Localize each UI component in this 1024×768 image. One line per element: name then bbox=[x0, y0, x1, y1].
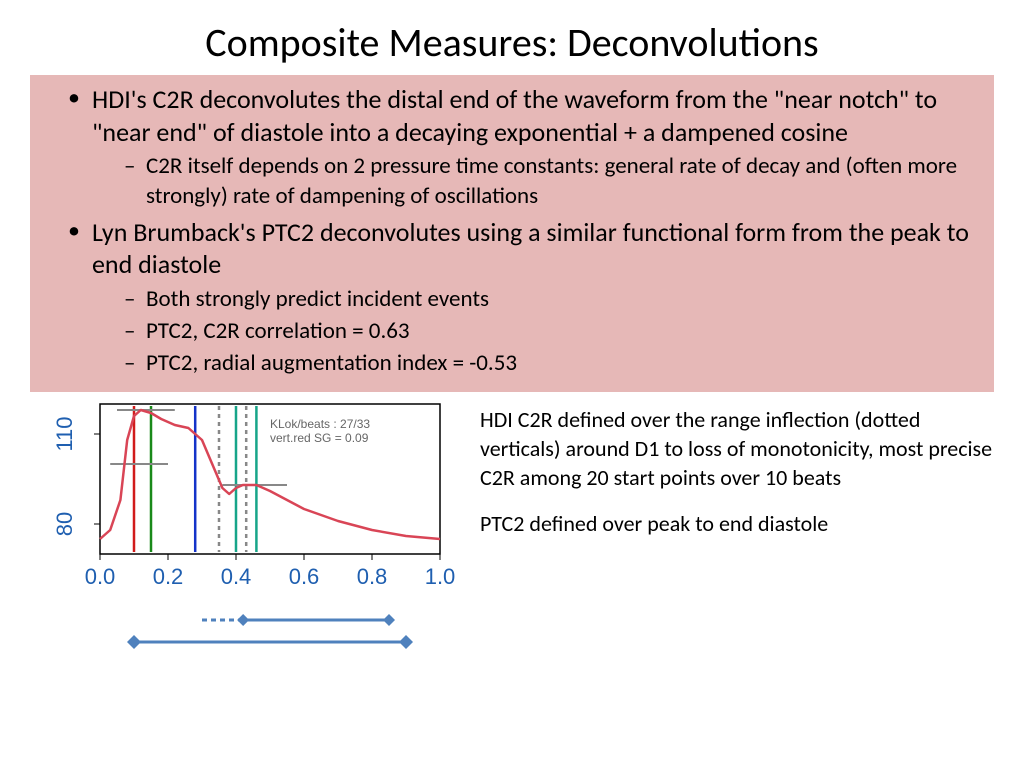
svg-text:0.8: 0.8 bbox=[357, 564, 388, 589]
content-box: HDI's C2R deconvolutes the distal end of… bbox=[30, 75, 994, 392]
bullet-1: HDI's C2R deconvolutes the distal end of… bbox=[68, 83, 976, 212]
chart-container: 80 110 0.0 0.2 0.4 0.6 0.8 1.0 KLok/beats : 27/3… bbox=[30, 392, 460, 658]
chart-caption: HDI C2R defined over the range inflectio… bbox=[480, 392, 994, 658]
bullet-list: HDI's C2R deconvolutes the distal end of… bbox=[48, 83, 976, 378]
caption-p1: HDI C2R defined over the range inflectio… bbox=[480, 406, 994, 492]
bullet-2: Lyn Brumback's PTC2 deconvolutes using a… bbox=[68, 216, 976, 379]
bullet-2-text: Lyn Brumback's PTC2 deconvolutes using a… bbox=[92, 216, 969, 281]
svg-text:80: 80 bbox=[52, 512, 77, 536]
lower-row: 80 110 0.0 0.2 0.4 0.6 0.8 1.0 KLok/beats : 27/3… bbox=[30, 392, 994, 658]
waveform-chart: 80 110 0.0 0.2 0.4 0.6 0.8 1.0 KLok/beats : 27/3… bbox=[30, 392, 460, 612]
svg-text:110: 110 bbox=[52, 417, 77, 452]
svg-text:KLok/beats : 27/33: KLok/beats : 27/33 bbox=[270, 417, 370, 431]
bullet-1-text: HDI's C2R deconvolutes the distal end of… bbox=[92, 83, 937, 148]
svg-text:0.4: 0.4 bbox=[221, 564, 252, 589]
svg-text:0.0: 0.0 bbox=[85, 564, 116, 589]
svg-text:1.0: 1.0 bbox=[425, 564, 456, 589]
bullet-2-sub-3: PTC2, radial augmentation index = -0.53 bbox=[124, 349, 976, 379]
bullet-1-sublist: C2R itself depends on 2 pressure time co… bbox=[92, 152, 976, 212]
caption-p2: PTC2 defined over peak to end diastole bbox=[480, 510, 994, 539]
svg-text:0.2: 0.2 bbox=[153, 564, 184, 589]
bullet-2-sub-1: Both strongly predict incident events bbox=[124, 285, 976, 315]
bullet-2-sublist: Both strongly predict incident events PT… bbox=[92, 285, 976, 379]
bullet-2-sub-2: PTC2, C2R correlation = 0.63 bbox=[124, 317, 976, 347]
range-arrows bbox=[30, 608, 460, 658]
bullet-1-sub-1: C2R itself depends on 2 pressure time co… bbox=[124, 152, 976, 212]
page-title: Composite Measures: Deconvolutions bbox=[0, 0, 1024, 75]
svg-text:0.6: 0.6 bbox=[289, 564, 320, 589]
svg-text:vert.red SG = 0.09: vert.red SG = 0.09 bbox=[270, 431, 369, 445]
